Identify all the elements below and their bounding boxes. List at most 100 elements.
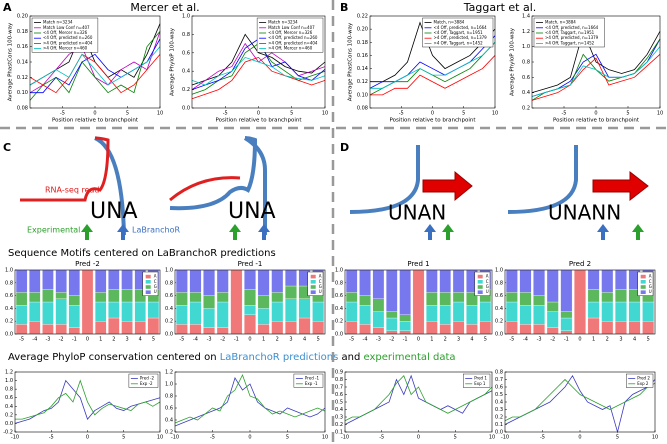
bar-segment bbox=[560, 311, 573, 319]
bar-segment bbox=[68, 305, 81, 328]
plot-frame bbox=[531, 15, 661, 109]
bar-segment bbox=[399, 321, 411, 331]
arrow bbox=[117, 224, 129, 240]
plot-frame bbox=[174, 371, 326, 433]
read-line bbox=[20, 136, 110, 202]
y-tick-label: 1.2 bbox=[522, 29, 530, 35]
y-tick-label: 0.10 bbox=[357, 92, 368, 98]
bar-segment bbox=[345, 292, 358, 303]
plot-frame bbox=[344, 269, 493, 335]
legend-label: A bbox=[319, 274, 322, 279]
x-axis-label: Position relative to branchpoint bbox=[553, 118, 640, 124]
bar-segment bbox=[15, 324, 28, 335]
legend-label: U bbox=[649, 289, 652, 294]
y-tick-label: 1.0 bbox=[495, 268, 503, 274]
plot-frame bbox=[344, 371, 493, 433]
legend-swatch bbox=[310, 274, 316, 279]
y-tick-label: 0.1 bbox=[495, 422, 503, 428]
y-tick-label: 0.4 bbox=[495, 306, 503, 312]
bar-segment bbox=[615, 301, 627, 322]
y-tick-label: 0.4 bbox=[5, 404, 13, 410]
x-tick-label: 5 bbox=[647, 337, 650, 343]
y-tick-label: 0.6 bbox=[522, 75, 530, 81]
legend-swatch bbox=[145, 290, 151, 294]
legend-swatch bbox=[310, 280, 316, 284]
y-tick-label: 0.22 bbox=[357, 14, 368, 20]
x-tick-label: -10 bbox=[171, 435, 179, 441]
motif: UNA bbox=[90, 199, 138, 224]
y-tick-label: 0.1 bbox=[335, 430, 343, 436]
bar-segment bbox=[601, 269, 614, 293]
legend-swatch bbox=[640, 280, 646, 284]
chart-title: Pred 1 bbox=[407, 260, 429, 268]
legend-label: >4 Off, predicted, n=1379 bbox=[545, 35, 599, 40]
bar-segment bbox=[372, 311, 385, 328]
legend-label: >4 Off, Mercer n=460 bbox=[43, 46, 88, 51]
panel-letter: B bbox=[340, 1, 348, 14]
diagram-c bbox=[20, 136, 267, 236]
arrow bbox=[424, 224, 436, 240]
bar-segment bbox=[519, 269, 532, 293]
x-tick-label: -2 bbox=[550, 337, 555, 343]
bar-segment bbox=[546, 327, 559, 335]
legend-swatch bbox=[145, 280, 151, 284]
intron-arc bbox=[169, 136, 258, 211]
legend-label: >4 Off, predicted, n=1379 bbox=[434, 35, 488, 40]
x-tick-label: 1 bbox=[262, 337, 265, 343]
x-tick-label: 5 bbox=[152, 337, 155, 343]
x-tick-label: -2 bbox=[220, 337, 225, 343]
bar-segment bbox=[519, 324, 532, 335]
y-tick-label: 0.2 bbox=[522, 106, 530, 112]
y-tick-label: 0.6 bbox=[5, 395, 13, 401]
heading-part: and bbox=[338, 352, 363, 363]
x-tick-label: 1 bbox=[99, 337, 102, 343]
bar-segment bbox=[189, 269, 202, 293]
x-tick-label: -5 bbox=[509, 337, 514, 343]
bar-segment bbox=[628, 321, 641, 335]
y-tick-label: 0.08 bbox=[357, 106, 368, 112]
y-tick-label: 0.8 bbox=[182, 32, 190, 38]
bar-segment bbox=[345, 301, 358, 322]
legend-label: Match, n=3884 bbox=[545, 20, 576, 25]
legend-label: Pred -2 bbox=[140, 376, 155, 381]
bar-segment bbox=[55, 324, 67, 335]
bar-segment bbox=[533, 295, 545, 306]
legend-label: Exp -1 bbox=[305, 381, 318, 386]
x-tick-label: -5 bbox=[19, 337, 24, 343]
x-tick-label: 4 bbox=[633, 337, 636, 343]
bar-segment bbox=[505, 301, 518, 322]
x-tick-label: 0 bbox=[594, 111, 597, 117]
series-line bbox=[29, 53, 161, 94]
panel-letter: A bbox=[3, 1, 12, 14]
bar-segment bbox=[601, 321, 614, 335]
legend-label: <4 Off, predicted, n=1664 bbox=[434, 25, 488, 30]
bar-segment bbox=[244, 314, 256, 335]
y-tick-label: 0.8 bbox=[335, 280, 343, 286]
bar-segment bbox=[372, 269, 385, 299]
legend-label: <4 Off, Mercer n=326 bbox=[43, 30, 88, 35]
bar-segment bbox=[216, 269, 229, 293]
plot-frame bbox=[369, 15, 496, 109]
x-tick-label: 5 bbox=[286, 435, 289, 441]
legend-box bbox=[31, 17, 99, 53]
bar-segment bbox=[147, 301, 160, 319]
y-tick-label: 1.0 bbox=[182, 14, 190, 20]
y-tick-label: 0.4 bbox=[335, 407, 343, 413]
bar-segment bbox=[175, 269, 188, 293]
legend-label: >4 Off, predicted n=404 bbox=[268, 40, 318, 45]
y-tick-label: 0.9 bbox=[335, 370, 343, 376]
y-tick-label: 0.18 bbox=[17, 29, 28, 35]
y-tick-label: 0.4 bbox=[5, 306, 13, 312]
y-tick-label: 0.4 bbox=[495, 400, 503, 406]
arrow bbox=[592, 170, 649, 202]
series-line bbox=[370, 21, 496, 83]
bar-segment bbox=[29, 321, 41, 335]
bar-segment bbox=[386, 317, 398, 331]
x-tick-label: -1 bbox=[403, 337, 408, 343]
bar-segment bbox=[452, 292, 465, 303]
bar-segment bbox=[412, 269, 425, 335]
bar-segment bbox=[68, 327, 81, 335]
y-tick-label: 0.8 bbox=[495, 280, 503, 286]
bar-segment bbox=[533, 324, 545, 335]
